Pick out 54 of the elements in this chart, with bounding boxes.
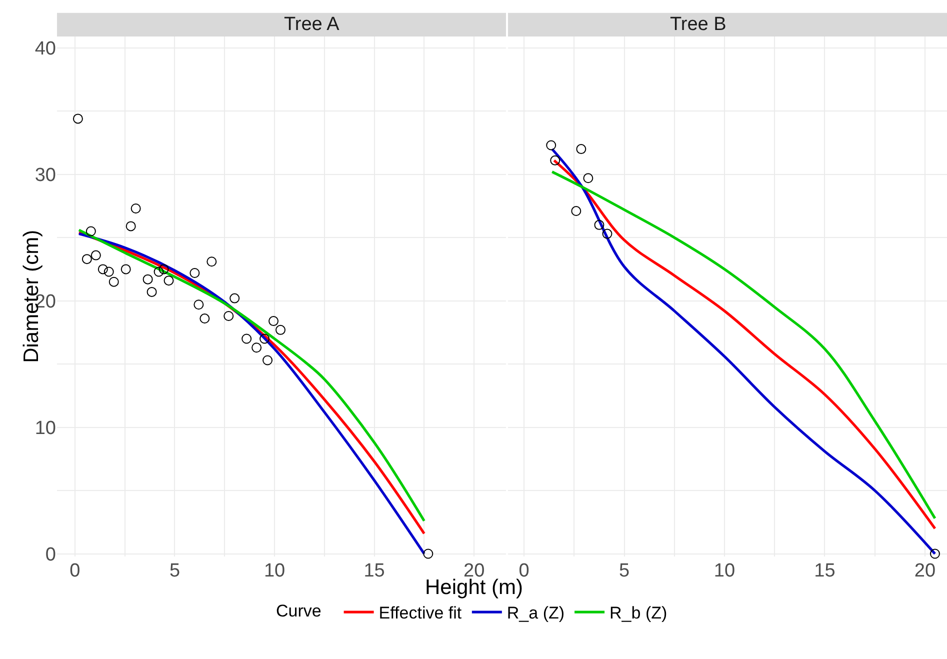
point (142, 274, 153, 284)
point (252, 342, 262, 353)
point (126, 221, 136, 232)
point (104, 266, 114, 277)
y-tick-label: 40 (34, 38, 56, 60)
legend-label: R_a (Z) (506, 604, 565, 623)
point (546, 140, 556, 150)
legend-title: Curve (276, 602, 331, 621)
point (242, 334, 252, 344)
point (583, 173, 594, 184)
point (276, 324, 286, 335)
x-tick-label: 5 (169, 560, 180, 582)
x-tick-label: 10 (714, 560, 736, 582)
point (550, 155, 560, 166)
point (158, 264, 169, 274)
point (90, 250, 101, 260)
point (423, 548, 434, 559)
point (82, 254, 92, 264)
point (594, 220, 604, 230)
x-tick-label: 20 (914, 560, 936, 582)
y-tick-label: 10 (34, 418, 56, 439)
point (108, 276, 119, 287)
point (230, 293, 240, 304)
point (224, 310, 234, 321)
point (72, 114, 83, 124)
point (190, 268, 200, 278)
point (154, 266, 164, 277)
point (930, 548, 940, 559)
point (130, 203, 141, 214)
legend-label: Effective fit (378, 604, 462, 623)
x-tick-label: 5 (618, 560, 630, 582)
x-tick-label: 0 (70, 560, 80, 582)
point (194, 300, 204, 310)
point (571, 206, 582, 216)
point (602, 228, 612, 239)
point (576, 144, 586, 154)
point (86, 226, 96, 236)
y-tick-label: 0 (45, 544, 56, 566)
x-tick-label: 15 (364, 560, 385, 582)
point (206, 256, 217, 267)
point (268, 316, 279, 326)
chart-title: Tree A (284, 14, 340, 35)
point (164, 276, 174, 286)
legend-label: R_b (Z) (610, 604, 668, 623)
x-tick-label: 10 (264, 560, 286, 582)
chart-title: Tree B (670, 14, 726, 35)
point (98, 264, 108, 274)
y-tick-label: 30 (34, 165, 56, 186)
point (200, 314, 210, 324)
x-tick-label: 15 (814, 560, 836, 582)
point (146, 286, 157, 297)
point (262, 355, 273, 366)
point (120, 264, 131, 274)
point (260, 334, 270, 344)
